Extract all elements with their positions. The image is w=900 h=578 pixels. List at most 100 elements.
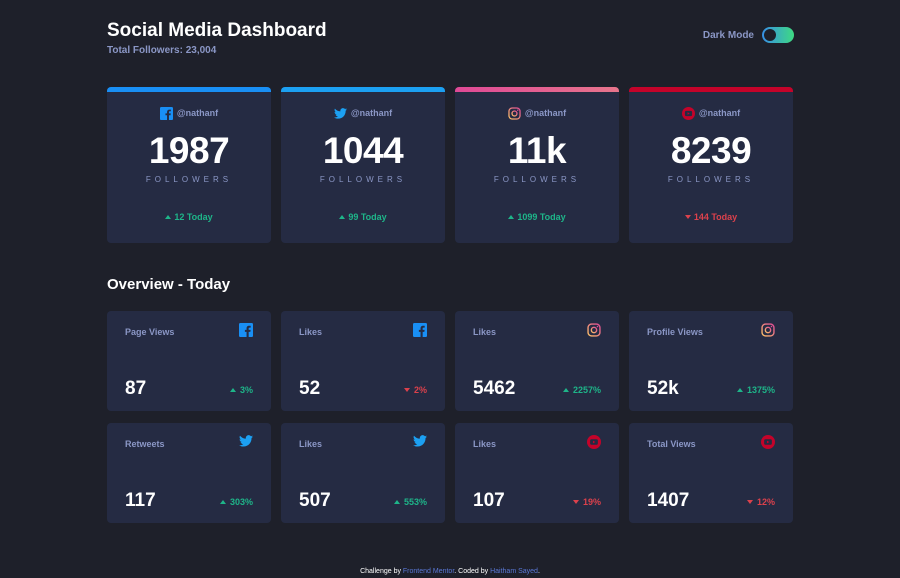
tile-value: 52k bbox=[647, 378, 679, 399]
follower-count: 11k bbox=[507, 130, 567, 171]
arrow-up-icon bbox=[736, 388, 743, 392]
card-twitter[interactable]: @nathanf 1044 FOLLOWERS 99 Today bbox=[281, 87, 445, 243]
facebook-icon bbox=[159, 106, 173, 120]
dark-mode-control[interactable]: Dark Mode bbox=[703, 27, 794, 43]
tile-label: Page Views bbox=[125, 327, 175, 337]
today-change: 1099 Today bbox=[455, 212, 619, 222]
author-link[interactable]: Haitham Sayed bbox=[490, 568, 538, 575]
follower-count: 1987 bbox=[148, 130, 230, 171]
today-change: 12 Today bbox=[107, 212, 271, 222]
follower-unit: FOLLOWERS bbox=[667, 175, 755, 184]
today-change-text: 144 Today bbox=[693, 212, 738, 222]
tile-change: 2% bbox=[403, 385, 427, 395]
today-change-text: 12 Today bbox=[174, 212, 213, 222]
total-followers: Total Followers: 23,004 bbox=[107, 45, 217, 56]
tile-label: Likes bbox=[299, 327, 323, 337]
frontend-mentor-link[interactable]: Frontend Mentor bbox=[402, 568, 455, 575]
tile-value: 1407 bbox=[647, 490, 690, 511]
today-change-text: 99 Today bbox=[348, 212, 387, 222]
card-facebook[interactable]: @nathanf 1987 FOLLOWERS 12 Today bbox=[107, 87, 271, 243]
footer-suffix: . bbox=[537, 568, 540, 575]
page-title: Social Media Dashboard bbox=[107, 20, 327, 41]
card-handle: @nathanf bbox=[107, 106, 271, 120]
tile-label: Likes bbox=[473, 327, 497, 337]
attribution-footer: Challenge by Frontend Mentor. Coded by H… bbox=[0, 568, 900, 575]
twitter-icon bbox=[333, 107, 347, 119]
overview-tile[interactable]: Likes 5462 2257% bbox=[455, 311, 619, 411]
follower-cards: @nathanf 1987 FOLLOWERS 12 Today @nathan… bbox=[107, 87, 794, 243]
tile-value: 87 bbox=[125, 378, 147, 399]
card-instagram[interactable]: @nathanf 11k FOLLOWERS 1099 Today bbox=[455, 87, 619, 243]
overview-tile[interactable]: Page Views 87 3% bbox=[107, 311, 271, 411]
twitter-icon bbox=[413, 435, 427, 449]
overview-tile[interactable]: Likes 107 19% bbox=[455, 423, 619, 523]
today-change: 144 Today bbox=[629, 212, 793, 222]
tile-change: 2257% bbox=[562, 385, 601, 395]
card-accent-bar bbox=[107, 87, 271, 92]
overview-title: Overview - Today bbox=[107, 276, 231, 293]
follower-unit: FOLLOWERS bbox=[493, 175, 581, 184]
youtube-icon bbox=[587, 435, 601, 449]
tile-value: 52 bbox=[299, 378, 321, 399]
tile-label: Likes bbox=[299, 439, 323, 449]
arrow-up-icon bbox=[508, 215, 515, 219]
overview-tile[interactable]: Retweets 117 303% bbox=[107, 423, 271, 523]
follower-count: 8239 bbox=[670, 130, 752, 171]
tile-change-text: 2257% bbox=[572, 385, 601, 395]
arrow-up-icon bbox=[229, 388, 236, 392]
tile-label: Profile Views bbox=[647, 327, 703, 337]
card-youtube[interactable]: @nathanf 8239 FOLLOWERS 144 Today bbox=[629, 87, 793, 243]
tile-change-text: 2% bbox=[413, 385, 427, 395]
overview-tile[interactable]: Likes 52 2% bbox=[281, 311, 445, 411]
tile-change-text: 553% bbox=[403, 497, 427, 507]
arrow-up-icon bbox=[393, 500, 400, 504]
tile-label: Total Views bbox=[647, 439, 696, 449]
overview-tile[interactable]: Total Views 1407 12% bbox=[629, 423, 793, 523]
arrow-up-icon bbox=[219, 500, 226, 504]
instagram-icon bbox=[761, 323, 775, 337]
overview-tile[interactable]: Profile Views 52k 1375% bbox=[629, 311, 793, 411]
card-handle: @nathanf bbox=[281, 106, 445, 120]
dark-mode-label: Dark Mode bbox=[702, 29, 754, 41]
tile-label: Likes bbox=[473, 439, 497, 449]
dashboard-header: Social Media Dashboard Total Followers: … bbox=[107, 20, 794, 60]
dark-mode-toggle[interactable] bbox=[762, 27, 794, 43]
overview-tile[interactable]: Likes 507 553% bbox=[281, 423, 445, 523]
arrow-up-icon bbox=[165, 215, 172, 219]
footer-middle: . Coded by bbox=[454, 568, 491, 575]
tile-value: 507 bbox=[299, 490, 331, 511]
instagram-icon bbox=[508, 106, 521, 120]
tile-change: 3% bbox=[229, 385, 253, 395]
tile-label: Retweets bbox=[125, 439, 165, 449]
footer-prefix: Challenge by bbox=[360, 568, 403, 575]
overview-tiles: Page Views 87 3% Likes 52 2% Likes 5462 … bbox=[107, 311, 794, 523]
tile-change: 303% bbox=[219, 497, 253, 507]
card-accent-bar bbox=[281, 87, 445, 92]
arrow-down-icon bbox=[684, 215, 691, 219]
toggle-knob bbox=[764, 29, 776, 41]
tile-change: 553% bbox=[393, 497, 427, 507]
facebook-icon bbox=[239, 323, 253, 337]
card-handle: @nathanf bbox=[455, 106, 619, 120]
card-handle-text: @nathanf bbox=[698, 108, 741, 118]
tile-change: 1375% bbox=[736, 385, 775, 395]
tile-change-text: 19% bbox=[582, 497, 601, 507]
facebook-icon bbox=[413, 323, 427, 337]
tile-change: 12% bbox=[746, 497, 775, 507]
card-handle-text: @nathanf bbox=[350, 108, 393, 118]
tile-change: 19% bbox=[572, 497, 601, 507]
card-handle-text: @nathanf bbox=[176, 108, 219, 118]
tile-change-text: 12% bbox=[756, 497, 775, 507]
youtube-icon bbox=[681, 106, 695, 120]
arrow-up-icon bbox=[562, 388, 569, 392]
tile-change-text: 303% bbox=[229, 497, 253, 507]
tile-change-text: 3% bbox=[239, 385, 253, 395]
tile-value: 117 bbox=[125, 490, 156, 511]
today-change: 99 Today bbox=[281, 212, 445, 222]
today-change-text: 1099 Today bbox=[517, 212, 566, 222]
card-handle: @nathanf bbox=[629, 106, 793, 120]
arrow-down-icon bbox=[746, 500, 753, 504]
tile-value: 107 bbox=[473, 490, 505, 511]
youtube-icon bbox=[761, 435, 775, 449]
card-accent-bar bbox=[629, 87, 793, 92]
